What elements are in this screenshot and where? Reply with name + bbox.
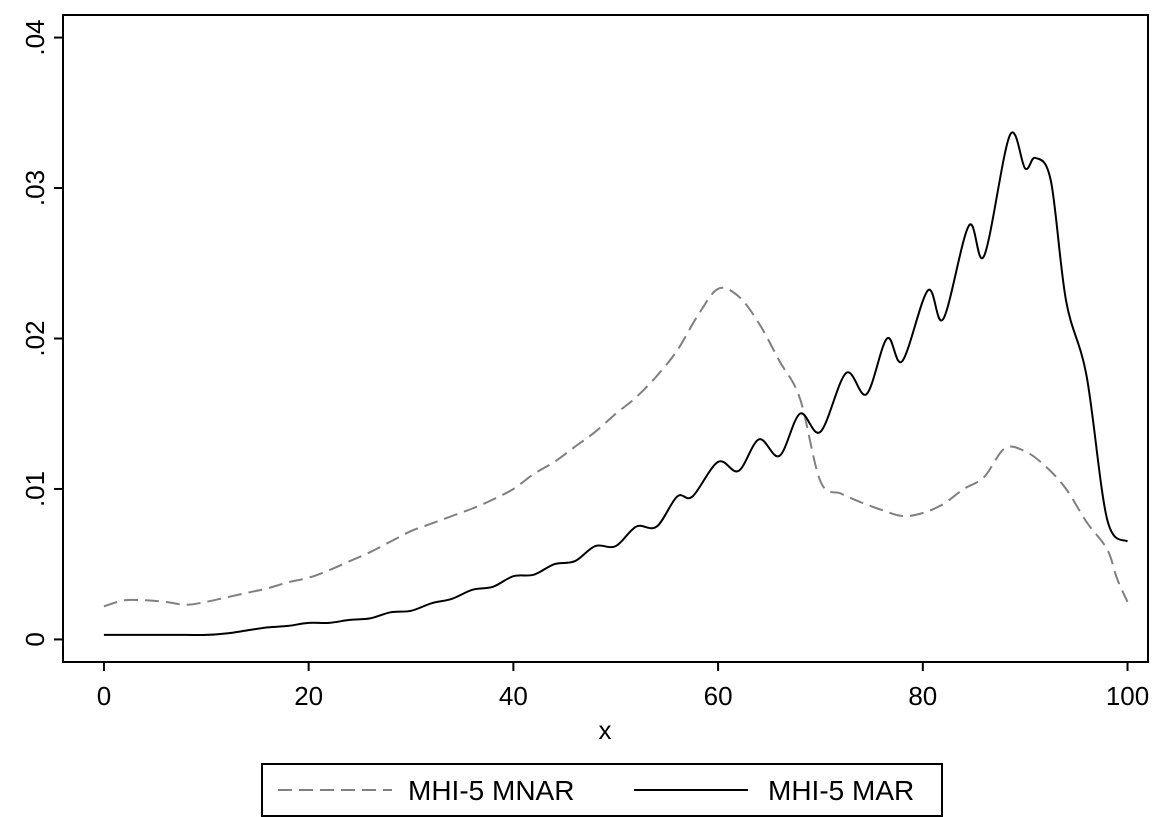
series-line-mar [103,131,1129,637]
x-tick-label: 40 [499,681,528,711]
legend-label-mnar: MHI-5 MNAR [408,775,574,806]
x-tick-label: 80 [908,681,937,711]
y-tick-label: .01 [20,471,50,507]
plot-frame [62,14,1149,663]
y-axis: 0 .01 .02 .03 .04 [20,19,63,647]
legend-label-mar: MHI-5 MAR [768,775,914,806]
y-tick-label: .02 [20,320,50,356]
x-tick-label: 60 [704,681,733,711]
x-tick-label: 20 [294,681,323,711]
x-tick-label: 0 [97,681,111,711]
legend: MHI-5 MNAR MHI-5 MAR [261,763,943,817]
series-line-mnar [103,286,1129,608]
y-tick-label: .03 [20,170,50,206]
y-tick-label: 0 [20,632,50,646]
y-tick-label: .04 [20,19,50,55]
x-axis: 0 20 40 60 80 100 [97,662,1149,711]
x-axis-title: x [599,715,612,745]
series-layer [103,131,1129,637]
x-tick-label: 100 [1106,681,1149,711]
